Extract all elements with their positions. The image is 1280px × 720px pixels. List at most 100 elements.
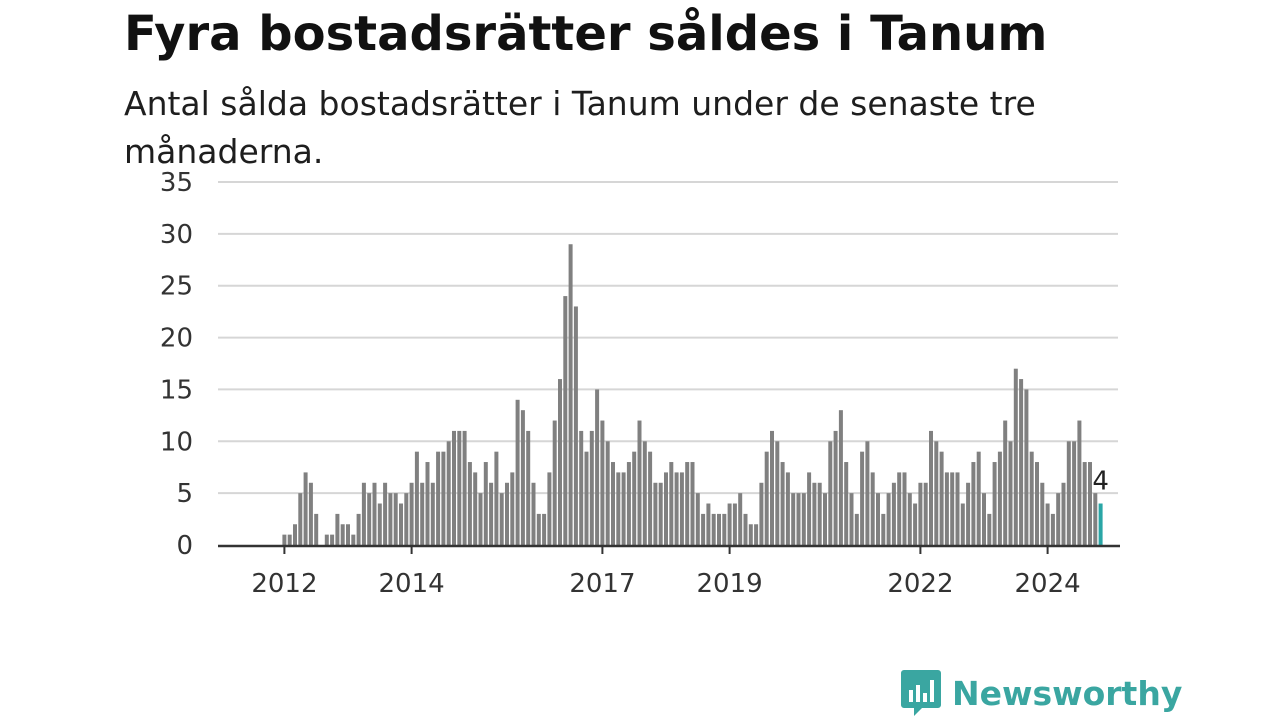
bar xyxy=(637,420,642,545)
bar xyxy=(600,420,605,545)
bar xyxy=(754,524,759,545)
bar xyxy=(849,493,854,545)
y-tick-label: 25 xyxy=(160,272,193,302)
bar xyxy=(446,441,451,545)
bar xyxy=(886,493,891,545)
bar xyxy=(494,451,499,545)
bar xyxy=(865,441,870,545)
bar xyxy=(748,524,753,545)
bar xyxy=(558,379,562,545)
bar xyxy=(669,462,674,545)
bar xyxy=(674,472,679,545)
bar-latest xyxy=(1098,503,1103,545)
bar xyxy=(870,472,875,545)
bar xyxy=(388,493,393,545)
bar xyxy=(944,472,949,545)
bar xyxy=(441,451,446,545)
bar xyxy=(383,482,388,545)
bar xyxy=(706,503,711,545)
x-tick-label: 2019 xyxy=(697,569,763,599)
bar xyxy=(367,493,372,545)
bar xyxy=(478,493,483,545)
bar xyxy=(531,482,536,545)
bar xyxy=(764,451,769,545)
bar xyxy=(823,493,827,545)
bar xyxy=(505,482,509,545)
bar xyxy=(452,430,456,545)
bar xyxy=(844,462,849,545)
bar xyxy=(738,493,743,545)
bar xyxy=(807,472,812,545)
bar xyxy=(303,472,308,545)
bar xyxy=(992,462,997,545)
bar xyxy=(701,513,706,545)
bar xyxy=(1077,420,1082,545)
bar xyxy=(616,472,621,545)
bar xyxy=(1013,368,1018,545)
bar xyxy=(1088,462,1092,545)
bar xyxy=(939,451,944,545)
bar xyxy=(346,524,350,545)
bar xyxy=(913,503,918,545)
bar xyxy=(1024,389,1029,545)
bar xyxy=(695,493,700,545)
bar xyxy=(499,493,504,545)
bar xyxy=(547,472,552,545)
bar xyxy=(987,513,992,545)
bar xyxy=(330,534,335,545)
bar xyxy=(1066,441,1071,545)
bar xyxy=(356,513,361,545)
bar xyxy=(743,513,748,545)
bar xyxy=(1082,462,1087,545)
bar xyxy=(361,482,366,545)
bar xyxy=(891,482,896,545)
bar xyxy=(817,482,822,545)
bar xyxy=(642,441,647,545)
bar xyxy=(626,462,631,545)
bar xyxy=(510,472,515,545)
brand-logo: Newsworthy xyxy=(900,668,1182,718)
bar xyxy=(971,462,976,545)
brand-name: Newsworthy xyxy=(952,673,1183,713)
bar xyxy=(324,534,329,545)
bar xyxy=(1040,482,1045,545)
bar xyxy=(298,493,303,545)
bar xyxy=(372,482,377,545)
x-tick-label: 2012 xyxy=(251,569,317,599)
bar xyxy=(770,430,774,545)
y-tick-label: 5 xyxy=(176,479,193,509)
bar xyxy=(881,513,886,545)
bar xyxy=(1050,513,1055,545)
bar xyxy=(690,462,695,545)
y-tick-label: 15 xyxy=(160,375,193,405)
x-tick-label: 2022 xyxy=(887,569,953,599)
bar xyxy=(351,534,356,545)
bar xyxy=(420,482,425,545)
bar xyxy=(653,482,658,545)
chart-subtitle: Antal sålda bostadsrätter i Tanum under … xyxy=(124,84,1036,171)
bar xyxy=(679,472,684,545)
bar xyxy=(876,493,880,545)
bar xyxy=(308,482,313,545)
x-tick-label: 2017 xyxy=(569,569,635,599)
bar xyxy=(732,503,737,545)
bar xyxy=(536,513,541,545)
bar xyxy=(1008,441,1013,545)
y-tick-label: 0 xyxy=(176,531,193,561)
bar xyxy=(526,430,531,545)
bar xyxy=(399,503,403,545)
bar xyxy=(293,524,297,545)
bar xyxy=(1019,379,1024,545)
y-tick-label: 35 xyxy=(160,168,193,198)
bar xyxy=(722,513,727,545)
bar xyxy=(685,462,690,545)
bar xyxy=(520,410,525,545)
bar xyxy=(780,462,785,545)
bar xyxy=(982,493,986,545)
y-tick-label: 10 xyxy=(160,427,193,457)
bar xyxy=(467,462,472,545)
y-tick-label: 30 xyxy=(160,220,193,250)
bar xyxy=(436,451,441,545)
bar xyxy=(1056,493,1061,545)
